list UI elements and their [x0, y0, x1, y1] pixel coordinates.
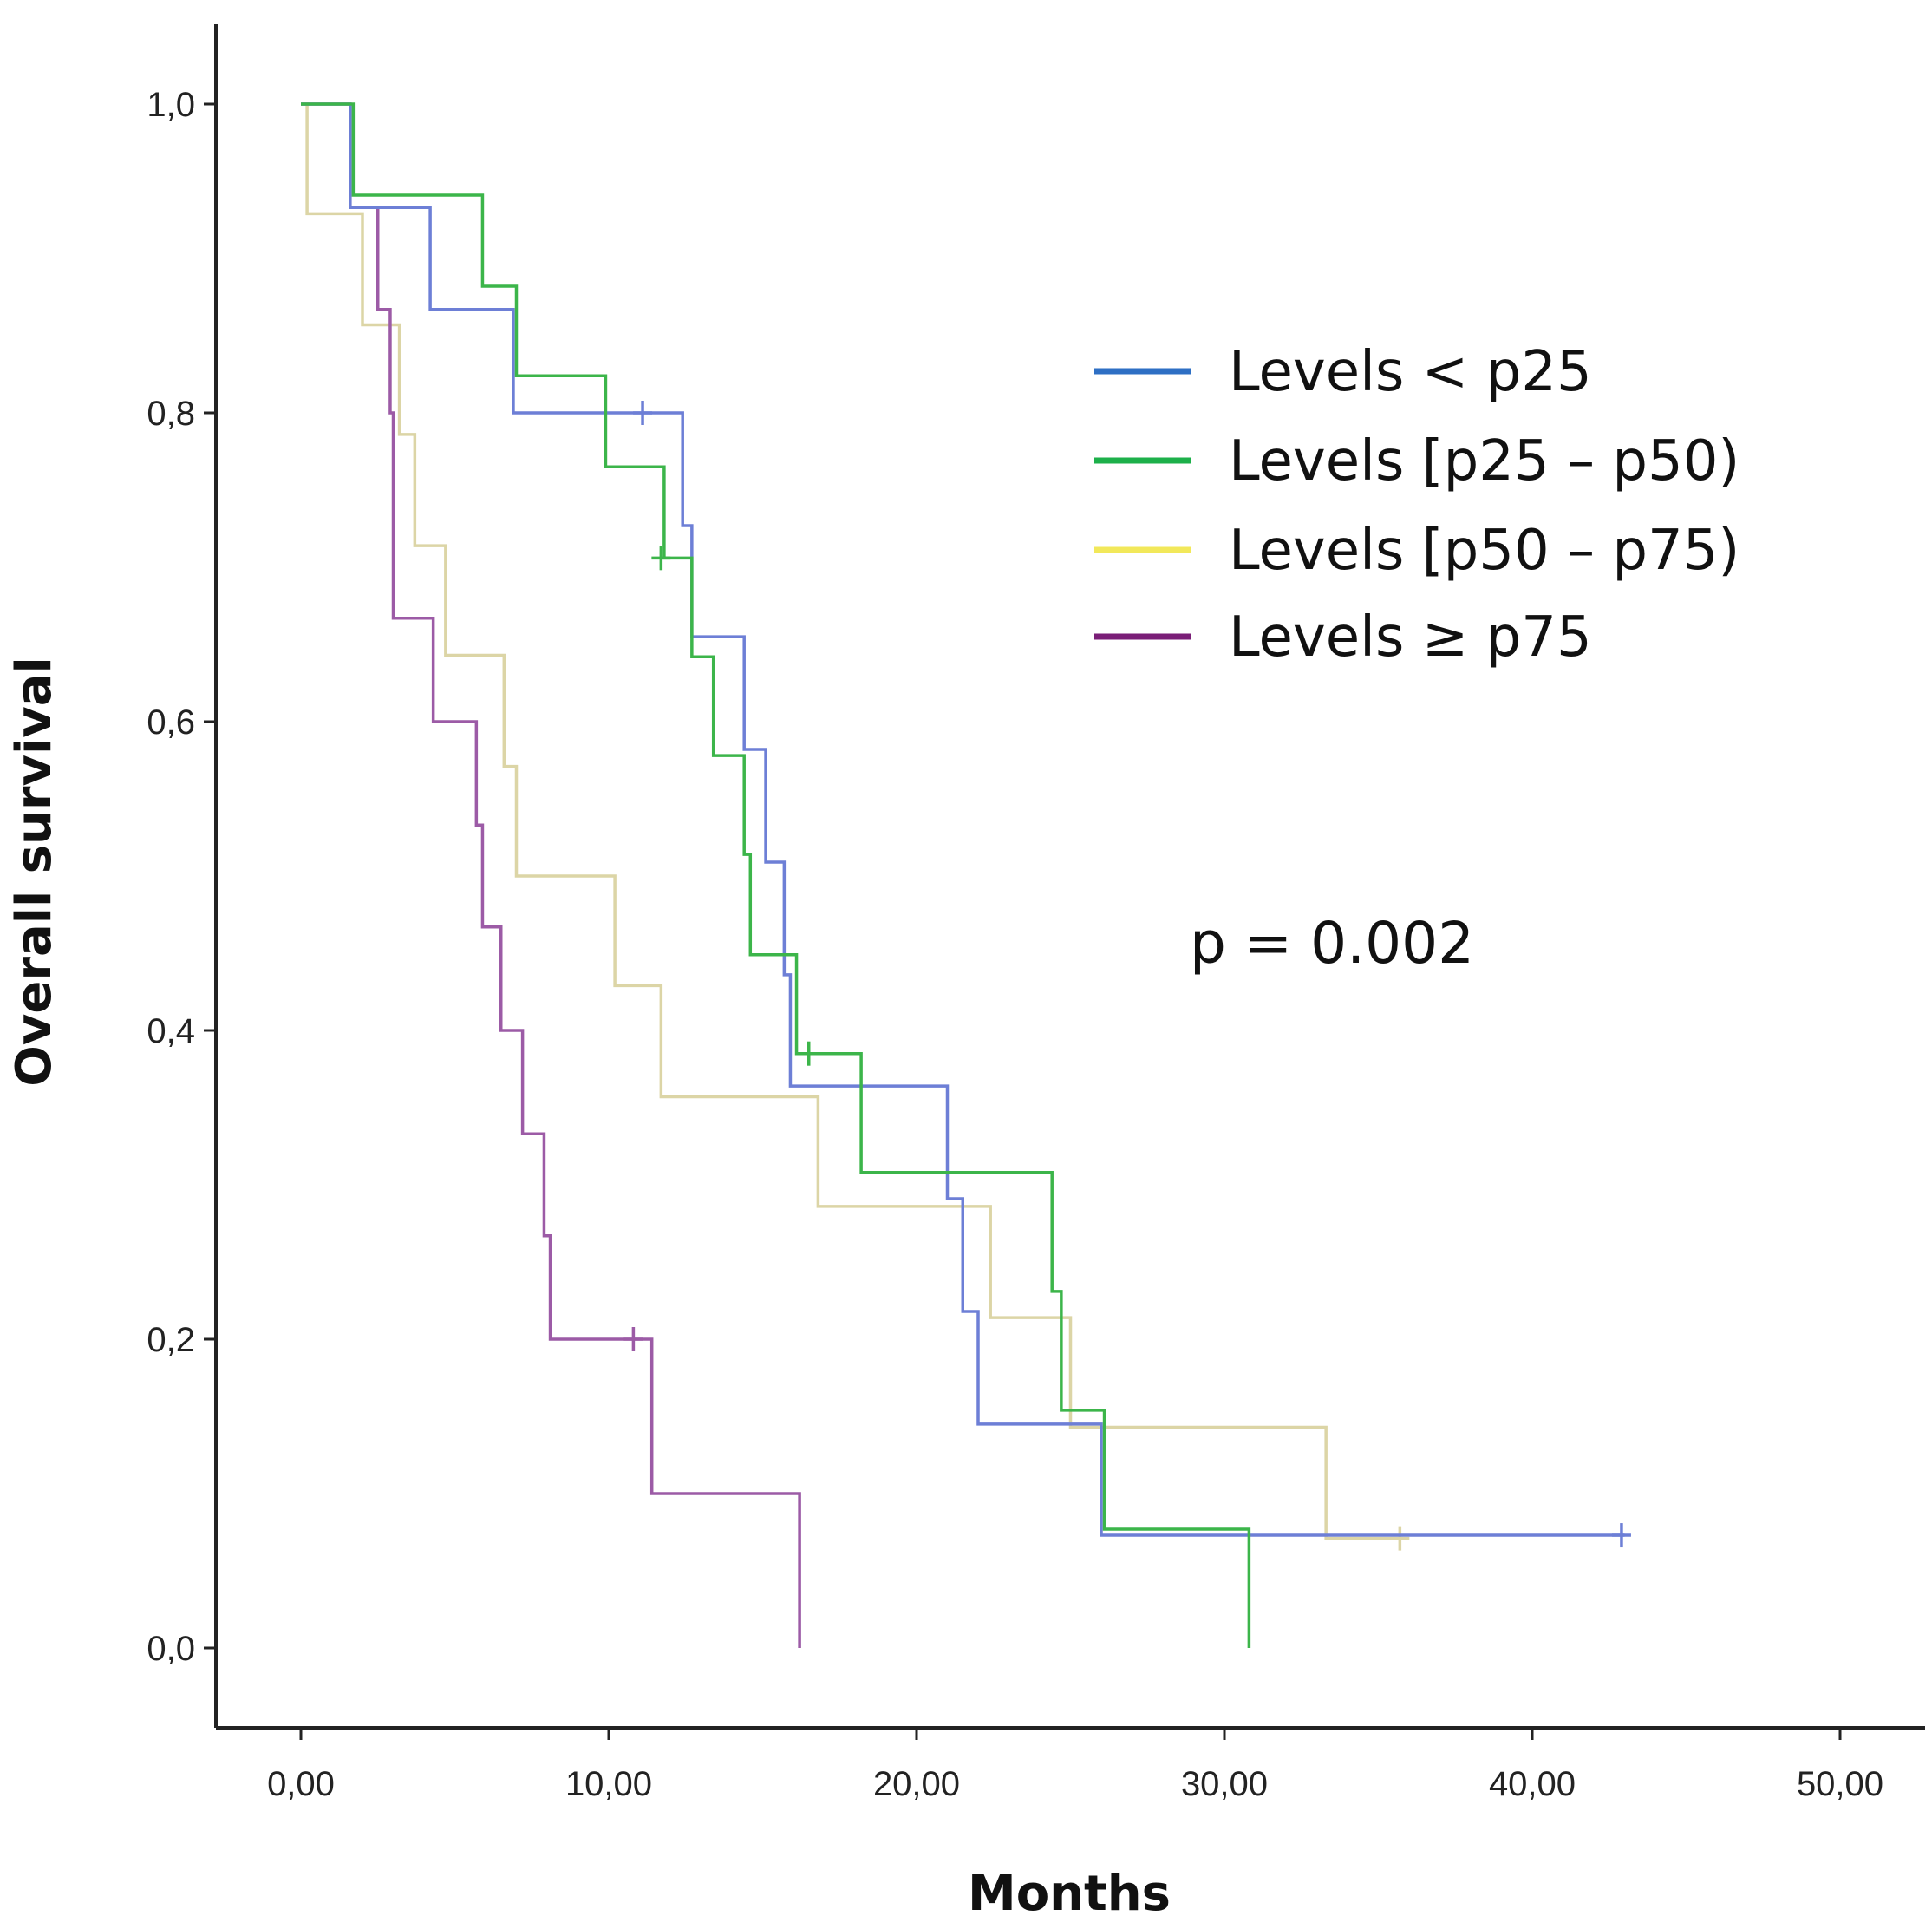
x-tick-label: 50,00	[1797, 1765, 1883, 1803]
series-2-censor-mark	[799, 1041, 819, 1066]
y-tick-label: 0,2	[147, 1321, 195, 1359]
series-layer	[301, 102, 1631, 1648]
x-axis-title: Months	[968, 1866, 1171, 1922]
series-3-line	[301, 102, 1403, 1540]
x-tick-label: 10,00	[565, 1765, 652, 1803]
legend-label: Levels [p25 – p50)	[1229, 429, 1739, 494]
legend-label: Levels ≥ p75	[1229, 605, 1592, 670]
legend-item: Levels ≥ p75	[1094, 605, 1592, 670]
legend-label: Levels [p50 – p75)	[1229, 519, 1739, 583]
series-3-censor-mark	[1390, 1526, 1410, 1551]
y-axis: 0,0 0,2 0,4 0,6 0,8 1,0	[147, 24, 218, 1728]
series-1-line	[301, 102, 1625, 1537]
y-tick-label: 1,0	[147, 86, 195, 124]
y-tick-label: 0,6	[147, 703, 195, 742]
series-2-censor-mark	[651, 546, 671, 571]
legend-item: Levels < p25	[1094, 340, 1592, 404]
x-tick-label: 40,00	[1489, 1765, 1576, 1803]
x-tick-label: 0,00	[267, 1765, 335, 1803]
legend-item: Levels [p50 – p75)	[1094, 519, 1739, 583]
legend-label: Levels < p25	[1229, 340, 1592, 404]
series-4-censor-mark	[623, 1327, 643, 1351]
y-axis-title: Overall survival	[6, 657, 62, 1086]
x-tick-label: 30,00	[1181, 1765, 1268, 1803]
x-tick-label: 20,00	[873, 1765, 960, 1803]
series-1-censor-mark	[633, 401, 653, 425]
y-tick-label: 0,4	[147, 1012, 195, 1050]
p-value-annotation: p = 0.002	[1190, 910, 1474, 977]
series-1-censor-mark	[1611, 1523, 1631, 1548]
y-tick-label: 0,0	[147, 1630, 195, 1668]
legend-item: Levels [p25 – p50)	[1094, 429, 1739, 494]
series-4-line	[301, 102, 801, 1648]
x-axis: 0,00 10,00 20,00 30,00 40,00 50,00	[216, 1726, 1925, 1803]
legend: Levels < p25 Levels [p25 – p50) Levels [p5…	[1094, 340, 1739, 670]
y-tick-label: 0,8	[147, 395, 195, 433]
series-2-line	[301, 102, 1251, 1648]
